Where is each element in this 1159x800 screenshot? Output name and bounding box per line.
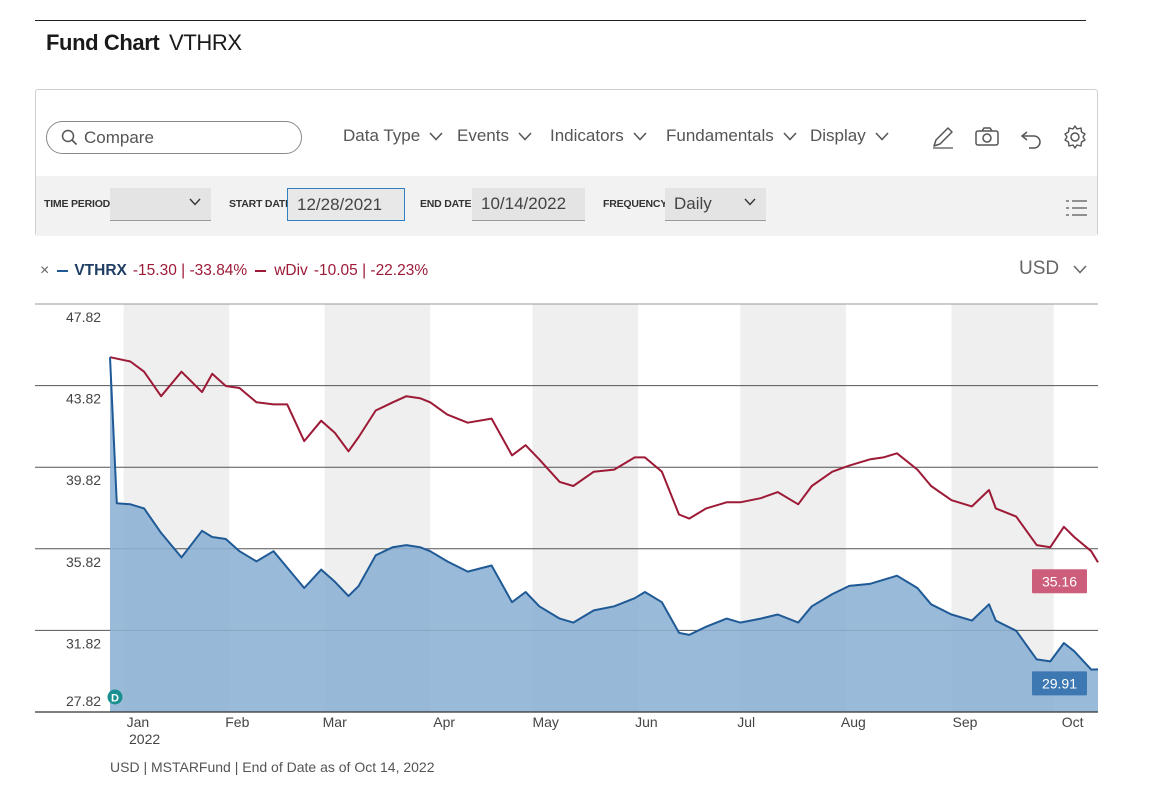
x-tick-label: Oct — [1062, 714, 1084, 730]
menu-events-label: Events — [457, 126, 509, 145]
menu-display-label: Display — [810, 126, 866, 145]
menu-data-type[interactable]: Data Type — [343, 126, 443, 146]
x-year-label: 2022 — [129, 731, 160, 747]
frequency-value: Daily — [674, 194, 712, 213]
menu-data-type-label: Data Type — [343, 126, 421, 145]
chevron-down-icon — [1073, 264, 1087, 274]
menu-indicators[interactable]: Indicators — [550, 126, 647, 146]
wdiv-last-tag — [1032, 569, 1087, 594]
legend-wdiv-name: wDiv — [274, 262, 308, 279]
chart-settings-panel: Compare Data Type Events Indicators Fund… — [35, 89, 1098, 236]
search-icon — [61, 129, 78, 146]
x-tick-label: Jul — [737, 714, 755, 730]
page-title: Fund Chart VTHRX — [46, 30, 242, 56]
chevron-down-icon — [783, 131, 797, 141]
wdiv-swatch — [255, 270, 267, 272]
chart-footnote: USD | MSTARFund | End of Date as of Oct … — [110, 759, 435, 775]
time-period-select[interactable] — [110, 188, 211, 221]
frequency-label: FREQUENCY — [603, 198, 668, 210]
menu-events[interactable]: Events — [457, 126, 532, 146]
chart-legend: × VTHRX -15.30 | -33.84% wDiv -10.05 | -… — [40, 262, 428, 280]
wdiv-line — [109, 356, 1099, 563]
chevron-down-icon — [875, 131, 889, 141]
legend-wdiv-change: -10.05 | -22.23% — [313, 262, 429, 279]
chevron-down-icon — [744, 198, 756, 206]
page-title-text: Fund Chart — [46, 30, 160, 55]
legend-vthrx-change: -15.30 | -33.84% — [132, 262, 248, 279]
chevron-down-icon — [429, 131, 443, 141]
start-date-label: START DATE — [229, 198, 292, 210]
time-period-label: TIME PERIOD — [44, 198, 111, 210]
vthrx-area — [110, 357, 1098, 712]
y-tick-label: 39.82 — [66, 472, 101, 488]
x-tick-label: Jan — [127, 714, 150, 730]
dividend-marker — [107, 689, 123, 705]
y-tick-label: 27.82 — [66, 693, 101, 709]
x-tick-label: Jun — [635, 714, 658, 730]
menu-indicators-label: Indicators — [550, 126, 624, 145]
gear-icon[interactable] — [1062, 124, 1088, 150]
start-date-value: 12/28/2021 — [297, 194, 383, 214]
currency-value: USD — [1019, 258, 1060, 279]
x-tick-label: Mar — [323, 714, 347, 730]
chevron-down-icon — [189, 198, 201, 206]
undo-icon[interactable] — [1019, 124, 1045, 150]
vthrx-swatch — [57, 270, 69, 272]
compare-placeholder: Compare — [84, 127, 154, 147]
y-tick-label: 35.82 — [66, 554, 101, 570]
y-tick-label: 31.82 — [66, 635, 101, 651]
x-tick-label: Feb — [225, 714, 249, 730]
vthrx-last-tag-label: 29.91 — [1042, 675, 1077, 691]
vthrx-last-tag — [1032, 671, 1087, 696]
wdiv-last-tag-label: 35.16 — [1042, 573, 1077, 589]
chevron-down-icon — [518, 131, 532, 141]
close-icon[interactable]: × — [40, 262, 50, 279]
y-tick-label: 47.82 — [66, 309, 101, 325]
x-tick-label: Apr — [433, 714, 455, 730]
frequency-select[interactable]: Daily — [665, 188, 766, 221]
top-rule — [35, 20, 1086, 21]
end-date-label: END DATE — [420, 198, 472, 210]
y-tick-label: 43.82 — [66, 391, 101, 407]
compare-search-input[interactable]: Compare — [46, 121, 302, 154]
currency-select[interactable]: USD — [1019, 258, 1087, 280]
chart-toolbar: Compare Data Type Events Indicators Fund… — [36, 90, 1097, 176]
page-title-ticker: VTHRX — [169, 30, 242, 55]
start-date-input[interactable]: 12/28/2021 — [287, 188, 405, 221]
list-icon[interactable] — [1066, 199, 1088, 217]
menu-display[interactable]: Display — [810, 126, 889, 146]
chevron-down-icon — [633, 131, 647, 141]
vthrx-line — [109, 357, 1099, 671]
menu-fundamentals-label: Fundamentals — [666, 126, 774, 145]
dividend-marker-label: D — [111, 693, 119, 705]
end-date-input[interactable]: 10/14/2022 — [472, 188, 585, 221]
camera-icon[interactable] — [974, 124, 1000, 150]
x-tick-label: Aug — [841, 714, 866, 730]
x-tick-label: May — [532, 714, 558, 730]
end-date-value: 10/14/2022 — [481, 194, 567, 213]
pencil-icon[interactable] — [930, 124, 956, 150]
x-tick-label: Sep — [953, 714, 978, 730]
menu-fundamentals[interactable]: Fundamentals — [666, 126, 797, 146]
legend-vthrx-name: VTHRX — [74, 262, 127, 279]
date-controls-bar: TIME PERIOD START DATE 12/28/2021 END DA… — [36, 176, 1097, 236]
